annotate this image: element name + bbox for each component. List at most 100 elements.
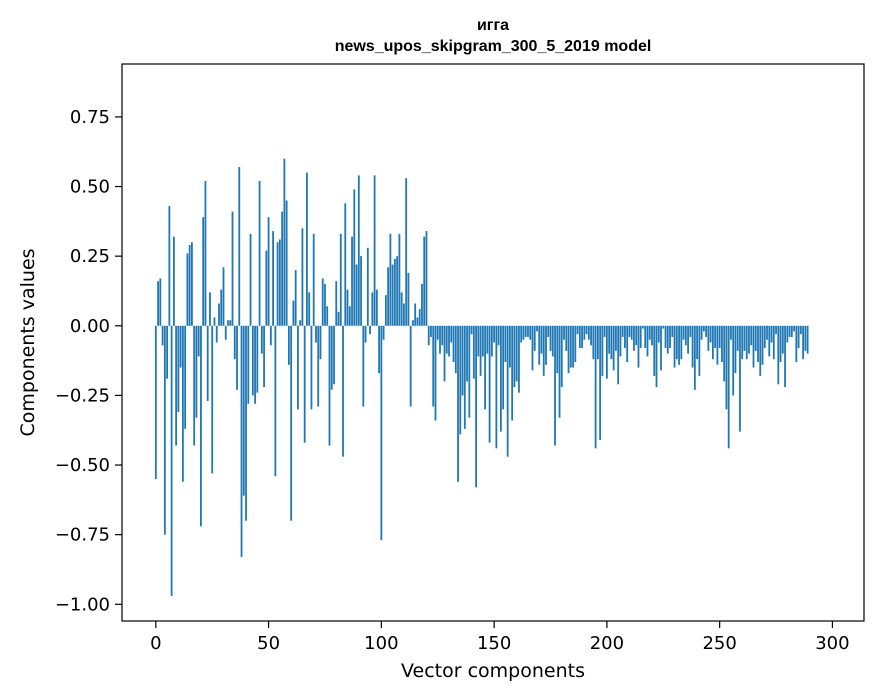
bar-17 [193, 325, 196, 446]
bar-118 [421, 284, 423, 326]
bar-191 [585, 325, 588, 335]
bar-50 [267, 217, 270, 326]
bar-234 [682, 325, 685, 340]
bar-236 [687, 325, 689, 354]
bar-182 [565, 325, 568, 351]
bar-81 [337, 311, 340, 326]
bar-252 [723, 325, 726, 382]
bar-136 [461, 325, 464, 396]
bar-279 [784, 325, 786, 388]
bar-104 [389, 233, 392, 326]
bar-113 [409, 325, 412, 407]
y-tick-label-0: −1.00 [55, 594, 110, 615]
bar-31 [224, 325, 227, 340]
bar-34 [231, 211, 234, 326]
bar-186 [574, 325, 577, 362]
bar-149 [490, 325, 493, 357]
bar-177 [554, 325, 556, 446]
bar-33 [229, 320, 232, 326]
bar-138 [466, 325, 468, 382]
bar-206 [619, 325, 622, 357]
chart-title-line-2: news_upos_skipgram_300_5_2019 model [335, 38, 652, 55]
bar-46 [258, 180, 261, 326]
bar-154 [502, 325, 505, 410]
bar-218 [646, 325, 649, 357]
bar-203 [612, 325, 615, 371]
bar-112 [407, 272, 410, 326]
bar-110 [403, 303, 405, 326]
bar-200 [605, 325, 608, 379]
bar-246 [709, 325, 712, 343]
bar-48 [263, 325, 265, 388]
bar-174 [547, 325, 550, 337]
bar-190 [583, 325, 586, 340]
bar-178 [556, 325, 559, 374]
bar-195 [594, 325, 597, 449]
bar-276 [777, 325, 780, 385]
bar-64 [299, 320, 302, 326]
bar-27 [215, 325, 218, 343]
bar-211 [630, 325, 633, 340]
bar-55 [278, 239, 281, 326]
x-tick-label-300: 300 [815, 633, 849, 654]
bar-270 [763, 325, 766, 349]
bar-289 [806, 325, 809, 354]
bar-283 [793, 325, 795, 332]
bar-207 [621, 325, 624, 337]
bar-97 [373, 175, 376, 326]
bar-181 [563, 325, 565, 340]
bar-162 [520, 325, 523, 343]
bar-151 [495, 325, 498, 449]
bar-15 [188, 245, 191, 326]
bar-187 [576, 325, 579, 335]
bar-6 [168, 206, 171, 326]
bar-205 [617, 325, 620, 385]
bar-26 [213, 317, 216, 326]
bar-100 [380, 325, 383, 541]
bar-201 [608, 325, 611, 354]
bar-76 [326, 306, 329, 326]
bar-232 [678, 325, 680, 365]
bar-69 [310, 325, 313, 410]
bar-217 [644, 325, 647, 349]
x-tick-label-200: 200 [590, 633, 624, 654]
bar-260 [741, 325, 744, 360]
bar-101 [382, 325, 385, 340]
bar-111 [405, 178, 408, 326]
bar-222 [655, 325, 658, 388]
bar-62 [294, 270, 297, 326]
bar-287 [802, 325, 804, 360]
y-tick-label-2: −0.50 [55, 455, 110, 476]
bar-254 [727, 325, 730, 449]
bar-72 [317, 325, 320, 407]
bar-215 [639, 325, 642, 349]
bar-135 [459, 325, 462, 435]
bar-146 [484, 325, 486, 410]
bar-272 [768, 325, 771, 357]
bar-165 [527, 325, 529, 337]
bars-layer [154, 158, 809, 596]
bar-251 [721, 325, 723, 362]
bar-259 [739, 325, 741, 432]
bar-63 [297, 325, 299, 410]
bar-39 [242, 325, 245, 496]
bar-221 [653, 325, 656, 376]
bar-3 [161, 325, 164, 346]
bar-94 [366, 247, 369, 326]
bar-257 [734, 325, 737, 374]
bar-161 [518, 325, 520, 393]
bar-140 [470, 325, 473, 335]
bar-245 [707, 325, 710, 351]
bar-199 [603, 325, 606, 337]
x-tick-label-0: 0 [150, 633, 161, 654]
x-tick-label-50: 50 [257, 633, 280, 654]
bar-38 [240, 325, 243, 557]
y-axis-label: Components values [17, 248, 39, 436]
bar-61 [292, 300, 295, 326]
y-axis-ticks: −1.00 −0.75 −0.50 −0.25 0.00 0.25 0.50 0.75 [55, 107, 122, 615]
bar-91 [360, 256, 362, 326]
bar-152 [497, 325, 500, 346]
bar-49 [265, 250, 268, 326]
bar-166 [529, 325, 532, 340]
